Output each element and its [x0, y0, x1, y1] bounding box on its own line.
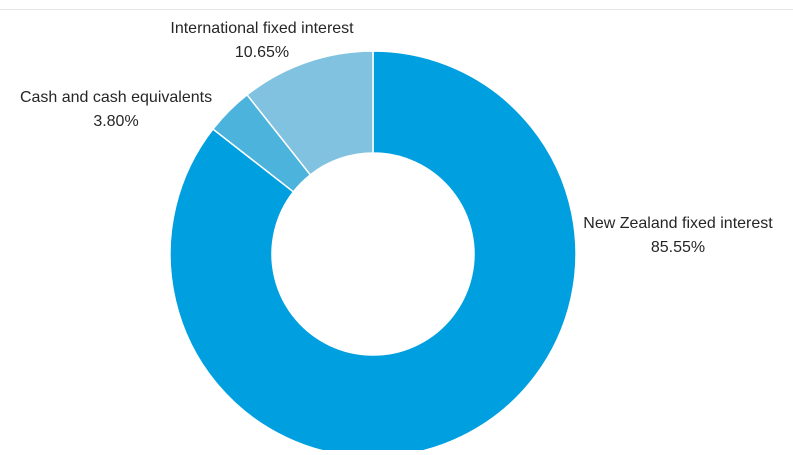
donut-slice-3 [246, 50, 374, 176]
slice-label-value-2: 3.80% [93, 113, 138, 130]
top-divider [0, 9, 793, 10]
slice-label-category-1: New Zealand fixed interest [583, 215, 773, 232]
slice-label-category-3: International fixed interest [170, 20, 354, 37]
slice-label-value-1: 85.55% [651, 239, 705, 256]
slice-label-category-2: Cash and cash equivalents [20, 89, 212, 106]
donut-slice-1 [169, 50, 577, 455]
slice-label-value-3: 10.65% [235, 44, 289, 61]
